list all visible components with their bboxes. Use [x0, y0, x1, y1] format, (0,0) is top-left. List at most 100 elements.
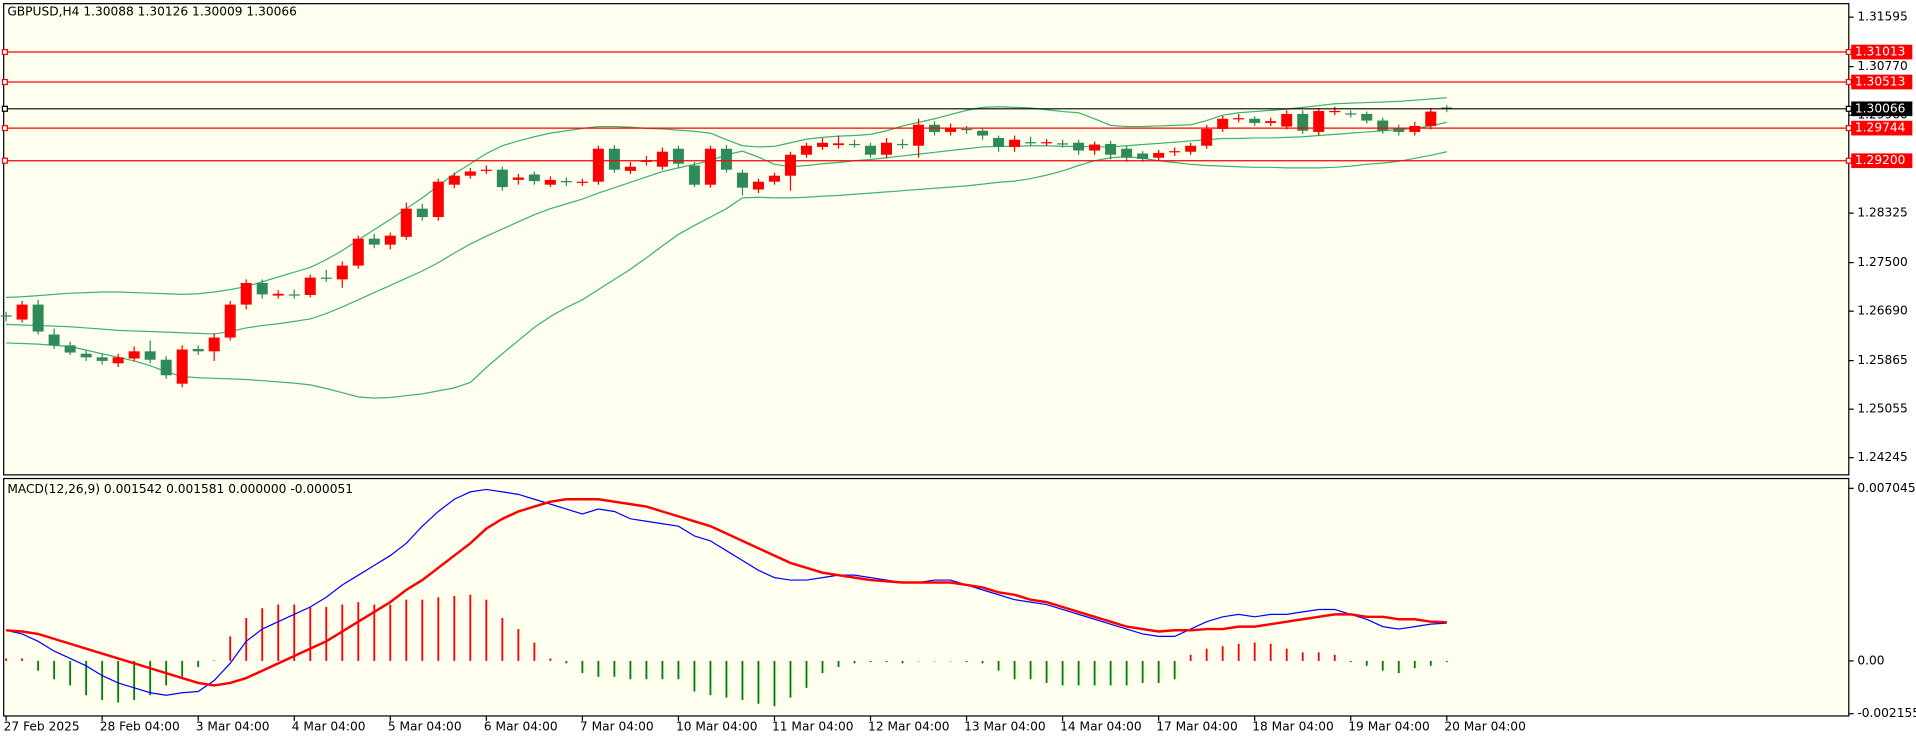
candle-body [832, 143, 844, 146]
candle-body [384, 235, 396, 245]
x-tick-label: 6 Mar 04:00 [484, 719, 558, 733]
level-label-box [1851, 120, 1913, 136]
level-label: 1.29200 [1855, 153, 1905, 167]
level-label-box [1851, 101, 1913, 117]
candle-body [544, 179, 556, 185]
candle-body [945, 127, 957, 132]
candle-body [849, 143, 861, 146]
candle-body [881, 142, 893, 155]
candle-body [1009, 139, 1021, 147]
candle-body [1409, 125, 1421, 132]
candle-body [624, 166, 636, 171]
candle-body [704, 148, 716, 185]
candle-body [736, 172, 748, 188]
bollinger-band [6, 151, 1447, 399]
candle-body [400, 208, 412, 237]
candle-body [1329, 110, 1341, 113]
candle-body [48, 334, 60, 346]
level-label-box [1851, 44, 1913, 60]
macd-panel [3, 477, 1850, 717]
level-marker [1845, 48, 1852, 56]
level-marker [1, 157, 8, 164]
candle-body [480, 169, 492, 171]
candle-body [496, 169, 508, 188]
candle-body [1121, 148, 1133, 158]
level-label-box [1851, 153, 1913, 169]
y-tick-label: 1.30770 [1857, 59, 1907, 73]
x-tick-label: 3 Mar 04:00 [196, 719, 270, 733]
candle-body [1425, 111, 1437, 126]
level-marker [1, 78, 8, 86]
macd-line [6, 498, 1447, 687]
candle-body [1201, 128, 1213, 146]
candle-body [240, 282, 252, 305]
candle-body [1249, 118, 1261, 123]
candle-body [32, 304, 44, 332]
price-panel [3, 3, 1850, 476]
x-tick-label: 20 Mar 04:00 [1444, 719, 1526, 733]
candle-body [816, 142, 828, 147]
y-tick-label: 0.007045 [1857, 481, 1915, 495]
candle-body [96, 357, 108, 361]
candle-body [560, 181, 572, 183]
candle-body [304, 277, 316, 295]
y-tick-label: 1.26690 [1857, 304, 1907, 318]
x-tick-label: 14 Mar 04:00 [1060, 719, 1142, 733]
level-marker [1845, 157, 1852, 164]
candle-body [656, 151, 668, 167]
candle-body [752, 181, 764, 190]
candle-body [208, 337, 220, 352]
y-tick-label: 1.27500 [1857, 255, 1907, 269]
level-marker [1, 48, 8, 56]
candle-body [192, 348, 204, 352]
x-tick-label: 18 Mar 04:00 [1252, 719, 1334, 733]
level-marker [1845, 125, 1852, 132]
candle-body [368, 238, 380, 245]
candle-body [1441, 107, 1453, 109]
candle-body [1089, 144, 1101, 151]
candle-body [1281, 113, 1293, 127]
candle-body [464, 171, 476, 176]
candle-body [528, 174, 540, 182]
candle-body [1185, 145, 1197, 152]
candle-body [160, 359, 172, 376]
candle-body [1169, 151, 1181, 153]
candle-body [144, 351, 156, 360]
candle-body [592, 148, 604, 182]
y-tick-label: 1.24245 [1857, 450, 1907, 464]
candle-body [1377, 120, 1389, 131]
x-tick-label: 7 Mar 04:00 [580, 719, 654, 733]
price-header: GBPUSD,H4 1.30088 1.30126 1.30009 1.3006… [7, 5, 297, 19]
candle-body [800, 145, 812, 155]
macd-header: MACD(12,26,9) 0.001542 0.001581 0.000000… [7, 482, 353, 496]
candle-body [272, 293, 284, 296]
candle-body [1313, 110, 1325, 132]
level-label: 1.31013 [1855, 45, 1905, 59]
x-tick-label: 11 Mar 04:00 [772, 719, 854, 733]
candle-body [768, 175, 780, 182]
candle-body [672, 148, 684, 164]
y-tick-label: 1.28325 [1857, 206, 1907, 220]
candle-body [1041, 142, 1053, 144]
y-tick-label: 0.00 [1857, 653, 1884, 667]
candle-body [1057, 143, 1069, 145]
level-label: 1.30066 [1855, 101, 1905, 115]
y-tick-label: 1.25055 [1857, 402, 1907, 416]
candle-body [448, 175, 460, 185]
candle-body [1153, 152, 1165, 158]
candle-body [112, 357, 124, 364]
candle-body [1361, 113, 1373, 121]
level-marker [1845, 105, 1852, 112]
candle-body [720, 148, 732, 170]
candle-body [416, 208, 428, 218]
level-marker [1, 105, 8, 112]
candle-body [336, 265, 348, 280]
candle-body [576, 181, 588, 183]
macd-line [5, 488, 1447, 696]
x-tick-label: 13 Mar 04:00 [964, 719, 1046, 733]
level-marker [1, 125, 8, 132]
x-tick-label: 27 Feb 2025 [4, 719, 80, 733]
x-tick-label: 4 Mar 04:00 [292, 719, 366, 733]
candle-body [1217, 118, 1229, 129]
